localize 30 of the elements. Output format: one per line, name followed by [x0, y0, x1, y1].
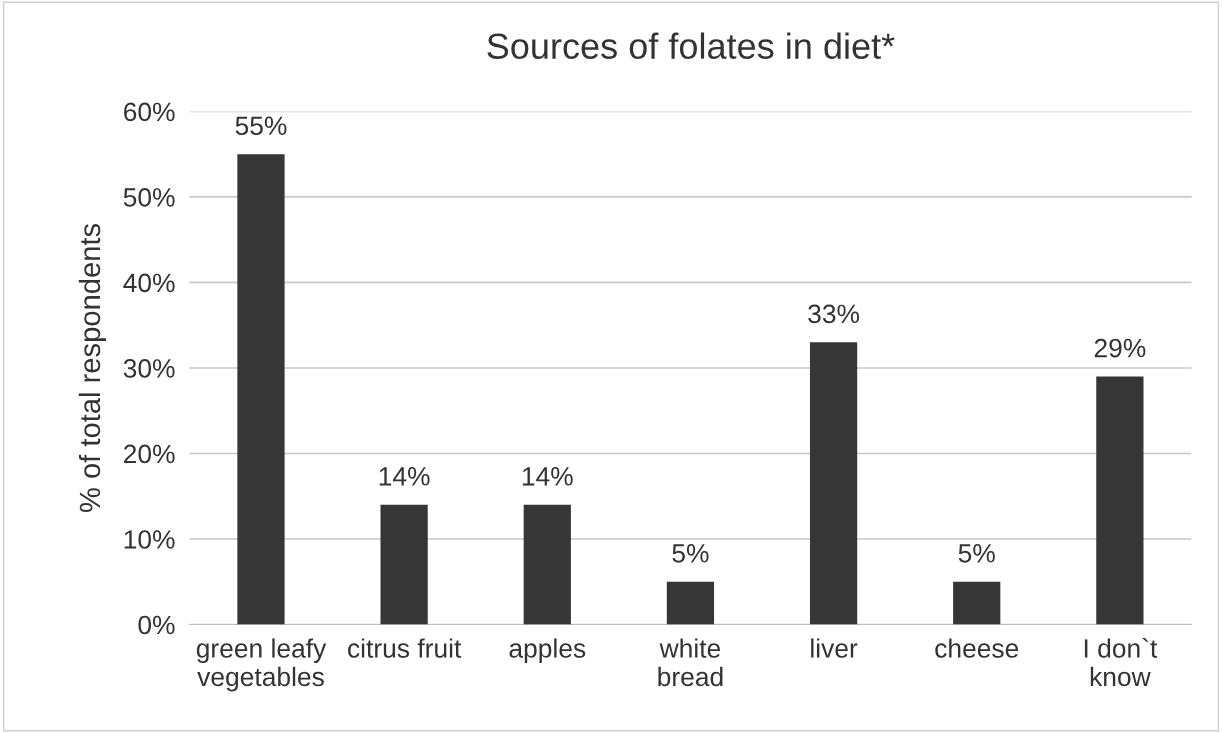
- bar: [953, 581, 1001, 625]
- data-label: 33%: [808, 304, 860, 324]
- bar: [1096, 376, 1144, 625]
- data-label: 14%: [522, 467, 573, 486]
- x-tick-label: liver: [811, 638, 858, 658]
- y-tick-label: 20%: [124, 444, 175, 464]
- y-tick-label: 50%: [123, 188, 175, 207]
- data-label: 29%: [1094, 338, 1146, 358]
- x-tick-label: green leafy vegetables: [196, 638, 327, 692]
- x-tick-label: apples: [509, 638, 586, 663]
- data-label: 14%: [379, 467, 430, 486]
- bar: [666, 581, 715, 625]
- x-tick-label: white bread: [658, 638, 723, 687]
- bar: [237, 154, 285, 625]
- x-tick-label: citrus fruit: [348, 638, 462, 658]
- y-tick-label: 60%: [124, 102, 175, 122]
- y-tick-label: 10%: [124, 530, 175, 549]
- bar: [523, 504, 571, 625]
- x-tick-label: I don`t know: [1084, 638, 1158, 687]
- y-tick-label: 40%: [123, 273, 175, 293]
- bar: [380, 504, 428, 625]
- x-tick-label: cheese: [935, 638, 1019, 658]
- data-label: 55%: [235, 116, 287, 136]
- y-tick-label: 30%: [123, 359, 175, 378]
- y-axis-title: % of total respondents: [78, 223, 107, 513]
- y-tick-label: 0%: [138, 615, 175, 635]
- data-label: 5%: [958, 544, 995, 563]
- bar: [809, 342, 858, 625]
- chart-title: Sources of folates in diet*: [487, 32, 895, 59]
- data-label: 5%: [672, 544, 709, 563]
